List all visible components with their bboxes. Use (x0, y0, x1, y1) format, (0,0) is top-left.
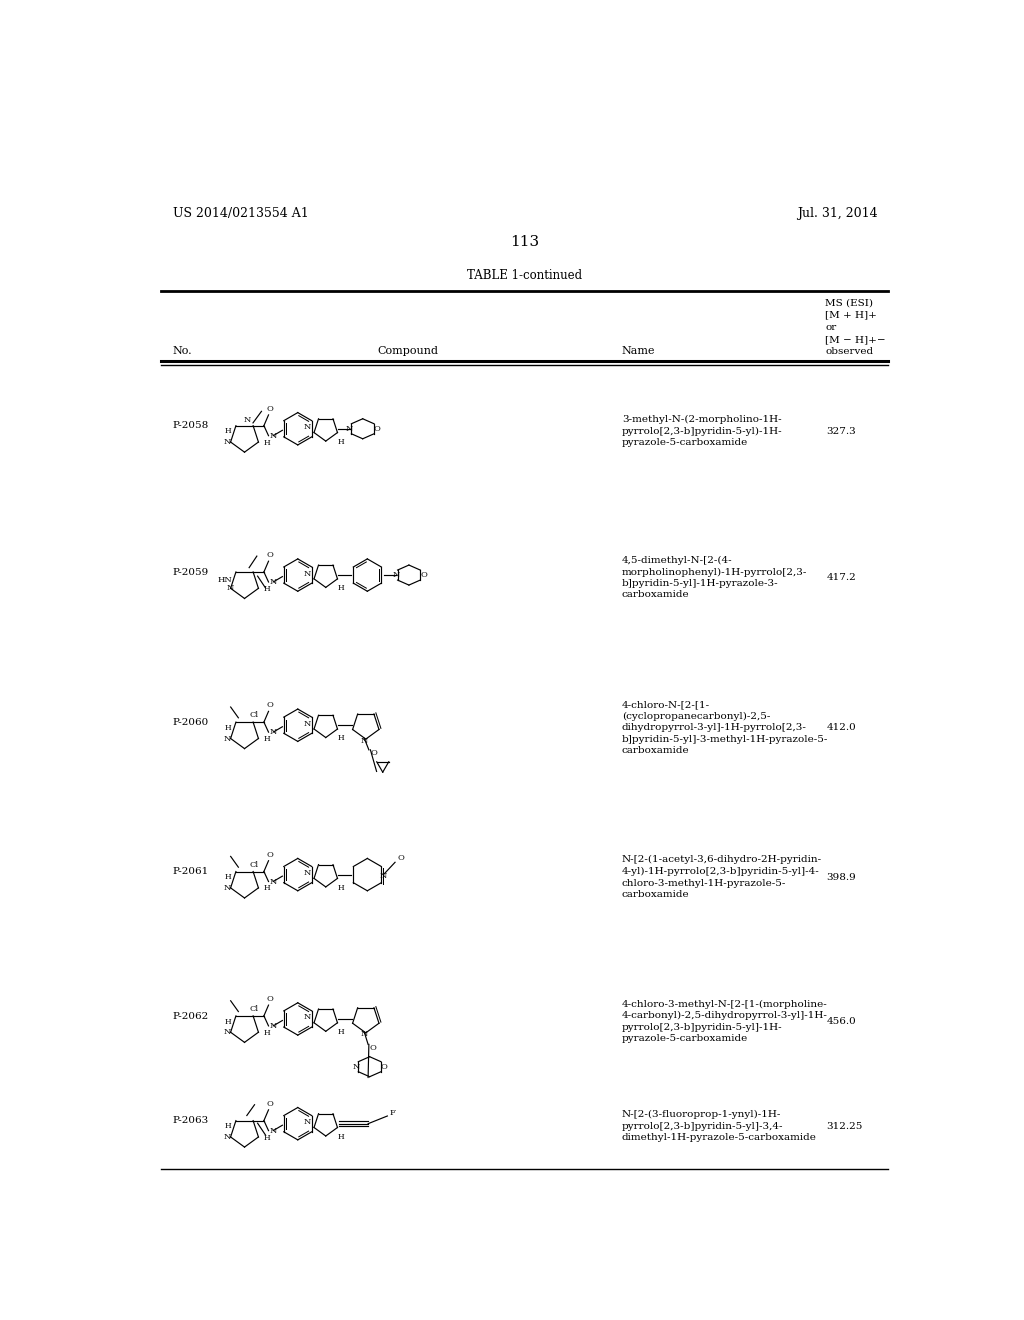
Text: 327.3: 327.3 (826, 426, 856, 436)
Text: O: O (370, 748, 377, 756)
Text: H: H (263, 585, 270, 593)
Text: H: H (338, 883, 344, 892)
Text: 417.2: 417.2 (826, 573, 856, 582)
Text: H: H (338, 438, 344, 446)
Text: N: N (360, 1031, 368, 1039)
Text: 398.9: 398.9 (826, 873, 856, 882)
Text: N: N (303, 569, 311, 578)
Text: H: H (263, 438, 270, 446)
Text: N: N (224, 1133, 231, 1140)
Text: N: N (303, 869, 311, 876)
Text: N: N (269, 878, 276, 886)
Text: N: N (224, 1028, 231, 1036)
Text: H: H (224, 723, 230, 731)
Text: N: N (269, 729, 276, 737)
Text: N: N (269, 1022, 276, 1030)
Text: O: O (266, 850, 273, 858)
Text: O: O (370, 1044, 376, 1052)
Text: N: N (303, 1014, 311, 1022)
Text: O: O (420, 572, 427, 579)
Text: H: H (224, 428, 230, 436)
Text: H: H (224, 1122, 230, 1130)
Text: N: N (360, 737, 368, 744)
Text: TABLE 1-continued: TABLE 1-continued (467, 269, 583, 282)
Text: N: N (269, 578, 276, 586)
Text: N-[2-(3-fluoroprop-1-ynyl)-1H-
pyrrolo[2,3-b]pyridin-5-yl]-3,4-
dimethyl-1H-pyra: N-[2-(3-fluoroprop-1-ynyl)-1H- pyrrolo[2… (622, 1110, 817, 1142)
Text: Name: Name (622, 346, 655, 356)
Text: P-2058: P-2058 (173, 421, 209, 430)
Text: N: N (392, 572, 399, 579)
Text: N: N (303, 719, 311, 727)
Text: MS (ESI)
[M + H]+
or
[M − H]+−
observed: MS (ESI) [M + H]+ or [M − H]+− observed (825, 298, 886, 356)
Text: H: H (224, 1018, 230, 1026)
Text: O: O (266, 550, 273, 560)
Text: N: N (224, 438, 231, 446)
Text: O: O (266, 1100, 273, 1107)
Text: N: N (303, 1118, 311, 1126)
Text: H: H (263, 1028, 270, 1036)
Text: N: N (224, 884, 231, 892)
Text: 412.0: 412.0 (826, 723, 856, 733)
Text: Cl: Cl (249, 861, 258, 869)
Text: N: N (269, 432, 276, 440)
Text: 312.25: 312.25 (826, 1122, 863, 1131)
Text: 4,5-dimethyl-N-[2-(4-
morpholinophenyl)-1H-pyrrolo[2,3-
b]pyridin-5-yl]-1H-pyraz: 4,5-dimethyl-N-[2-(4- morpholinophenyl)-… (622, 556, 807, 599)
Text: O: O (397, 854, 403, 862)
Text: P-2062: P-2062 (173, 1011, 209, 1020)
Text: N: N (244, 416, 251, 424)
Text: O: O (374, 425, 381, 433)
Text: H: H (338, 734, 344, 742)
Text: 4-chloro-3-methyl-N-[2-[1-(morpholine-
4-carbonyl)-2,5-dihydropyrrol-3-yl]-1H-
p: 4-chloro-3-methyl-N-[2-[1-(morpholine- 4… (622, 999, 827, 1043)
Text: N: N (227, 585, 234, 593)
Text: H: H (263, 884, 270, 892)
Text: Compound: Compound (377, 346, 438, 356)
Text: N-[2-(1-acetyl-3,6-dihydro-2H-pyridin-
4-yl)-1H-pyrrolo[2,3-b]pyridin-5-yl]-4-
c: N-[2-(1-acetyl-3,6-dihydro-2H-pyridin- 4… (622, 855, 822, 899)
Text: HN: HN (218, 576, 232, 583)
Text: 3-methyl-N-(2-morpholino-1H-
pyrrolo[2,3-b]pyridin-5-yl)-1H-
pyrazole-5-carboxam: 3-methyl-N-(2-morpholino-1H- pyrrolo[2,3… (622, 416, 782, 447)
Text: N: N (380, 873, 387, 880)
Text: N: N (303, 424, 311, 432)
Text: N: N (269, 1127, 276, 1135)
Text: Jul. 31, 2014: Jul. 31, 2014 (797, 207, 878, 220)
Text: No.: No. (173, 346, 193, 356)
Text: P-2061: P-2061 (173, 867, 209, 876)
Text: O: O (266, 995, 273, 1003)
Text: H: H (338, 1028, 344, 1036)
Text: 456.0: 456.0 (826, 1018, 856, 1026)
Text: H: H (338, 585, 344, 593)
Text: O: O (266, 405, 273, 413)
Text: P-2063: P-2063 (173, 1117, 209, 1126)
Text: F: F (390, 1109, 395, 1117)
Text: 4-chloro-N-[2-[1-
(cyclopropanecarbonyl)-2,5-
dihydropyrrol-3-yl]-1H-pyrrolo[2,3: 4-chloro-N-[2-[1- (cyclopropanecarbonyl)… (622, 701, 828, 755)
Text: H: H (263, 735, 270, 743)
Text: O: O (266, 701, 273, 709)
Text: P-2059: P-2059 (173, 568, 209, 577)
Text: H: H (263, 1134, 270, 1142)
Text: N: N (346, 425, 353, 433)
Text: Cl: Cl (249, 711, 258, 719)
Text: O: O (381, 1063, 388, 1071)
Text: H: H (338, 1133, 344, 1140)
Text: H: H (224, 874, 230, 882)
Text: N: N (353, 1063, 360, 1071)
Text: US 2014/0213554 A1: US 2014/0213554 A1 (173, 207, 308, 220)
Text: 113: 113 (510, 235, 540, 248)
Text: N: N (224, 735, 231, 743)
Text: Cl: Cl (249, 1006, 258, 1014)
Text: P-2060: P-2060 (173, 718, 209, 727)
